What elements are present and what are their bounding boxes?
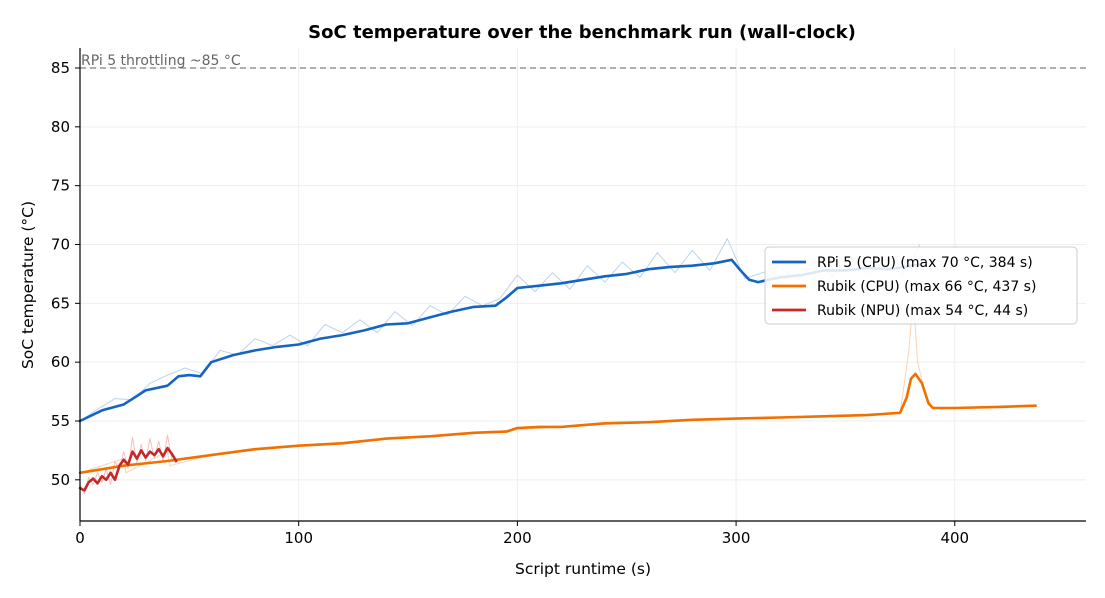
y-tick-label-6: 80 xyxy=(51,118,70,136)
y-tick-label-3: 65 xyxy=(51,294,70,312)
x-axis-label: Script runtime (s) xyxy=(515,560,651,578)
series-line-0 xyxy=(78,258,922,423)
x-tick-label-0: 0 xyxy=(75,529,85,547)
legend-label-2: Rubik (NPU) (max 54 °C, 44 s) xyxy=(817,303,1028,319)
x-tick-label-1: 100 xyxy=(284,529,313,547)
y-tick-label-7: 85 xyxy=(51,59,70,77)
ticks: 0 100 200 300 400 50 55 60 65 70 75 80 85 xyxy=(51,59,969,547)
legend-label-0: RPi 5 (CPU) (max 70 °C, 384 s) xyxy=(817,255,1033,271)
y-tick-label-0: 50 xyxy=(51,471,70,489)
legend: RPi 5 (CPU) (max 70 °C, 384 s) Rubik (CPU… xyxy=(764,246,1078,325)
series-line-1 xyxy=(78,372,1037,475)
x-tick-label-3: 300 xyxy=(722,529,751,547)
legend-box xyxy=(764,246,1078,325)
y-tick-label-2: 60 xyxy=(51,353,70,371)
smooth-series xyxy=(78,258,1037,492)
x-tick-label-2: 200 xyxy=(503,529,532,547)
chart-title: SoC temperature over the benchmark run (… xyxy=(308,22,856,43)
y-axis-label: SoC temperature (°C) xyxy=(19,201,37,369)
x-tick-label-4: 400 xyxy=(940,529,969,547)
y-tick-label-4: 70 xyxy=(51,235,70,253)
y-tick-label-5: 75 xyxy=(51,177,70,195)
legend-label-1: Rubik (CPU) (max 66 °C, 437 s) xyxy=(817,279,1036,295)
y-tick-label-1: 55 xyxy=(51,412,70,430)
series-raw-line-2 xyxy=(79,434,177,495)
throttling-reference-label: RPi 5 throttling ~85 °C xyxy=(81,53,241,69)
series-line-2 xyxy=(78,446,178,492)
